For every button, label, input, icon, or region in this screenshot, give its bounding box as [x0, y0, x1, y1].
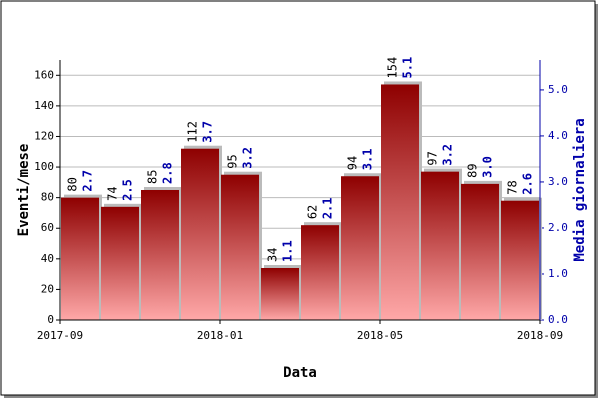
y-tick-label: 20: [41, 282, 54, 295]
x-tick-label: 2018-09: [517, 329, 563, 342]
bar: [341, 176, 379, 320]
y-tick-label: 100: [34, 160, 54, 173]
value-label: 80: [66, 177, 80, 191]
value-label-y2: 2.5: [121, 179, 135, 201]
bar: [501, 200, 539, 320]
value-label-y2: 3.2: [441, 144, 455, 166]
y-tick-label: 0: [47, 313, 54, 326]
bar: [61, 197, 99, 320]
bar: [221, 174, 259, 320]
value-label-y2: 3.2: [241, 147, 255, 169]
value-label: 94: [346, 156, 360, 170]
bar: [461, 183, 499, 320]
y-tick-label: 140: [34, 99, 54, 112]
value-label-y2: 1.1: [281, 240, 295, 262]
value-label: 78: [506, 180, 520, 194]
y-tick-label: 80: [41, 191, 54, 204]
value-label-y2: 2.1: [321, 197, 335, 219]
value-label: 62: [306, 205, 320, 219]
bar: [381, 84, 419, 321]
x-tick-label: 2018-05: [357, 329, 403, 342]
value-label: 154: [386, 57, 400, 79]
bar: [141, 190, 179, 320]
y-tick-label: 60: [41, 221, 54, 234]
value-label: 97: [426, 151, 440, 165]
bar: [421, 171, 459, 320]
value-label: 89: [466, 163, 480, 177]
y2-tick-label: 2.0: [548, 221, 568, 234]
value-label-y2: 2.8: [161, 162, 175, 184]
y-tick-label: 120: [34, 129, 54, 142]
y-tick-label: 40: [41, 252, 54, 265]
y2-tick-label: 4.0: [548, 129, 568, 142]
x-axis-label: Data: [283, 365, 317, 381]
value-label: 95: [226, 154, 240, 168]
value-label-y2: 3.0: [481, 156, 495, 178]
value-label-y2: 5.1: [401, 57, 415, 79]
value-label-y2: 2.6: [521, 173, 535, 195]
y-tick-label: 160: [34, 68, 54, 81]
bar: [181, 148, 219, 320]
value-label-y2: 2.7: [81, 170, 95, 192]
y2-tick-label: 1.0: [548, 267, 568, 280]
bar: [101, 206, 139, 320]
x-tick-label: 2018-01: [197, 329, 243, 342]
y2-axis-label: Media giornaliera: [572, 118, 588, 261]
value-label: 85: [146, 170, 160, 184]
x-tick-label: 2017-09: [37, 329, 83, 342]
y2-tick-label: 0.0: [548, 313, 568, 326]
value-label-y2: 3.1: [361, 149, 375, 171]
y2-tick-label: 5.0: [548, 83, 568, 96]
value-label: 112: [186, 121, 200, 143]
y2-tick-label: 3.0: [548, 175, 568, 188]
value-label: 34: [266, 248, 280, 262]
bar: [301, 225, 339, 320]
value-label: 74: [106, 186, 120, 200]
y-axis-label: Eventi/mese: [16, 144, 32, 237]
bar: [261, 268, 299, 320]
value-label-y2: 3.7: [201, 121, 215, 143]
